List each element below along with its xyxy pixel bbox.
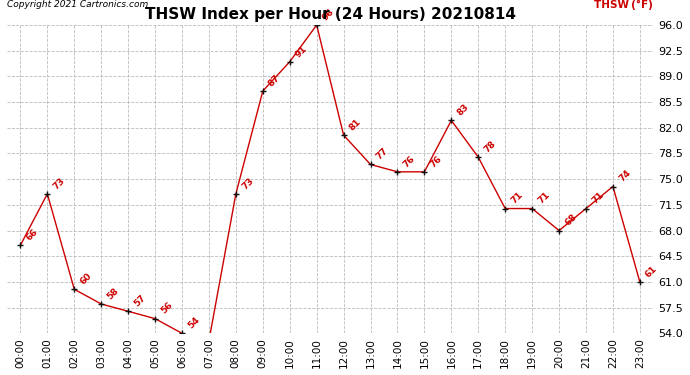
Text: 60: 60	[79, 272, 94, 286]
Text: 87: 87	[267, 73, 282, 88]
Text: 76: 76	[428, 154, 444, 169]
Text: 83: 83	[455, 102, 471, 118]
Text: 78: 78	[482, 139, 497, 154]
Text: Copyright 2021 Cartronics.com: Copyright 2021 Cartronics.com	[7, 0, 148, 9]
Text: 58: 58	[106, 286, 121, 301]
Text: 68: 68	[563, 213, 578, 228]
Text: 81: 81	[348, 117, 363, 132]
Text: THSW (°F): THSW (°F)	[595, 0, 653, 10]
Text: 71: 71	[536, 190, 551, 206]
Text: 56: 56	[159, 301, 175, 316]
Text: 91: 91	[294, 44, 309, 59]
Text: 96: 96	[321, 7, 336, 22]
Text: 54: 54	[186, 315, 201, 330]
Text: 77: 77	[375, 146, 390, 162]
Text: 53: 53	[0, 374, 1, 375]
Text: 74: 74	[617, 168, 633, 184]
Text: 71: 71	[590, 190, 605, 206]
Text: 71: 71	[509, 190, 524, 206]
Text: 61: 61	[644, 264, 659, 279]
Text: 76: 76	[402, 154, 417, 169]
Text: 57: 57	[132, 293, 148, 309]
Text: 73: 73	[52, 176, 67, 191]
Text: 73: 73	[240, 176, 255, 191]
Title: THSW Index per Hour (24 Hours) 20210814: THSW Index per Hour (24 Hours) 20210814	[145, 8, 515, 22]
Text: 66: 66	[25, 227, 40, 243]
